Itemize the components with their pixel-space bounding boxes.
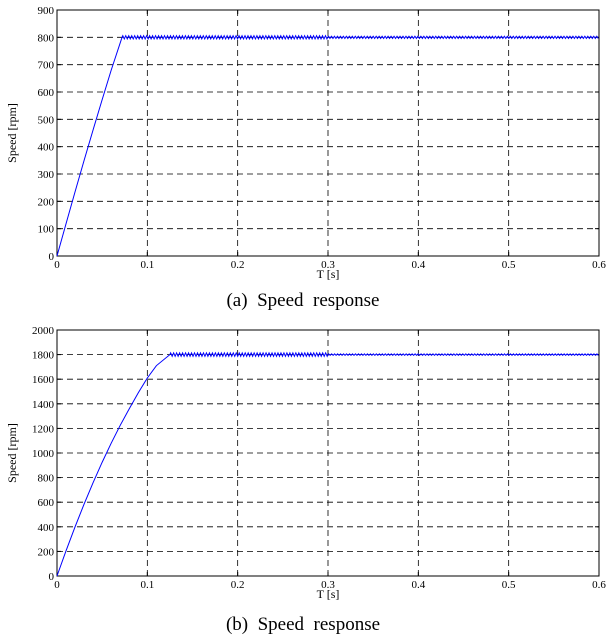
y-tick-label: 600 xyxy=(38,87,55,99)
y-tick-label: 500 xyxy=(38,114,55,126)
tick-marks xyxy=(56,329,600,577)
y-tick-label: 1400 xyxy=(32,399,55,411)
y-tick-label: 0 xyxy=(49,571,55,583)
chart-panel-b: 0 0.1 0.2 0.3 0.4 0.5 0.6 0 200 400 600 800 1000 120… xyxy=(5,325,606,635)
speed-series-line xyxy=(56,351,599,577)
x-tick-label: 0.1 xyxy=(140,579,154,591)
y-tick-label: 200 xyxy=(38,196,55,208)
grid-lines xyxy=(57,330,599,576)
y-tick-label: 600 xyxy=(38,497,55,509)
y-tick-labels: 0 200 400 600 800 1000 1200 1400 1600 1800 2000 xyxy=(32,325,55,583)
x-tick-label: 0.6 xyxy=(592,579,606,591)
grid-lines xyxy=(57,10,599,256)
y-tick-label: 700 xyxy=(38,60,55,72)
x-tick-label: 0 xyxy=(54,259,60,271)
x-tick-label: 0.1 xyxy=(140,259,154,271)
x-axis-label: T [s] xyxy=(317,587,340,601)
y-tick-label: 800 xyxy=(38,32,55,44)
y-tick-label: 400 xyxy=(38,522,55,534)
x-tick-label: 0.2 xyxy=(231,259,245,271)
y-tick-label: 1000 xyxy=(32,448,55,460)
y-axis-label: Speed [rpm] xyxy=(5,103,19,163)
y-tick-label: 400 xyxy=(38,142,55,154)
tick-marks xyxy=(56,9,600,257)
y-tick-label: 900 xyxy=(38,5,55,17)
y-tick-label: 1200 xyxy=(32,423,55,435)
y-axis-label: Speed [rpm] xyxy=(5,423,19,483)
x-tick-labels: 0 0.1 0.2 0.3 0.4 0.5 0.6 xyxy=(54,259,606,271)
y-tick-label: 200 xyxy=(38,546,55,558)
x-tick-label: 0.3 xyxy=(321,259,335,271)
y-tick-label: 2000 xyxy=(32,325,55,337)
speed-series-line xyxy=(56,34,599,257)
y-tick-label: 0 xyxy=(49,251,55,263)
x-axis-label: T [s] xyxy=(317,267,340,281)
y-tick-label: 300 xyxy=(38,169,55,181)
y-tick-label: 800 xyxy=(38,473,55,485)
x-tick-label: 0.5 xyxy=(502,259,516,271)
x-tick-label: 0.2 xyxy=(231,579,245,591)
x-tick-label: 0.4 xyxy=(411,579,425,591)
x-tick-labels: 0 0.1 0.2 0.3 0.4 0.5 0.6 xyxy=(54,579,606,591)
x-tick-label: 0.4 xyxy=(411,259,425,271)
x-tick-label: 0.6 xyxy=(592,259,606,271)
y-tick-labels: 0 100 200 300 400 500 600 700 800 900 xyxy=(38,5,55,263)
chart-panel-a: 0 0.1 0.2 0.3 0.4 0.5 0.6 0 100 200 300 400 500 600 7… xyxy=(5,5,606,311)
y-tick-label: 1600 xyxy=(32,374,55,386)
y-tick-label: 1800 xyxy=(32,350,55,362)
chart-caption: (a) Speed response xyxy=(226,290,379,311)
y-tick-label: 100 xyxy=(38,224,55,236)
x-tick-label: 0.5 xyxy=(502,579,516,591)
chart-caption: (b) Speed response xyxy=(226,614,380,635)
x-tick-label: 0.3 xyxy=(321,579,335,591)
x-tick-label: 0 xyxy=(54,579,60,591)
